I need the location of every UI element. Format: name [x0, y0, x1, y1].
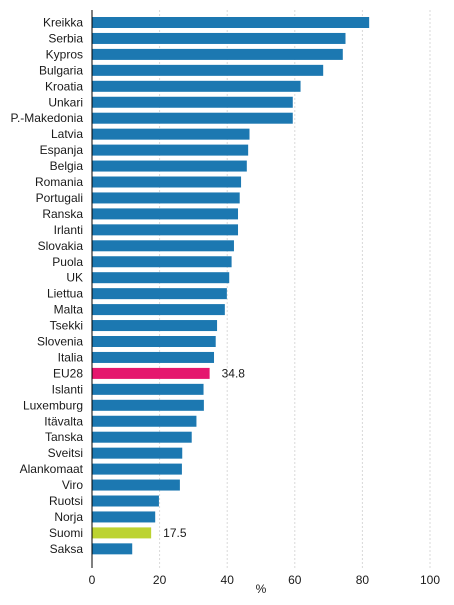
category-label: Sveitsi	[48, 446, 83, 460]
category-label: Malta	[54, 303, 84, 317]
category-label: Norja	[54, 510, 83, 524]
category-label: Portugali	[36, 191, 83, 205]
category-label: Belgia	[50, 159, 84, 173]
bar-unkari	[92, 96, 293, 108]
category-label: Alankomaat	[20, 462, 84, 476]
bar-irlanti	[92, 224, 239, 236]
bar-alankomaat	[92, 463, 182, 475]
category-label: Bulgaria	[39, 63, 83, 77]
data-label: 34.8	[222, 366, 246, 380]
category-label: Viro	[62, 478, 83, 492]
bar-kypros	[92, 48, 343, 60]
category-label: EU28	[53, 366, 83, 380]
category-label: Puola	[52, 255, 83, 269]
bar-norja	[92, 511, 156, 523]
category-label: Tsekki	[50, 319, 83, 333]
category-label: Islanti	[52, 382, 83, 396]
x-tick-label: 20	[153, 573, 167, 587]
bar-ranska	[92, 208, 239, 220]
category-label: Liettua	[47, 287, 83, 301]
bar-sveitsi	[92, 447, 183, 459]
bar-p-makedonia	[92, 112, 293, 124]
category-label: Kroatia	[45, 79, 83, 93]
bar-slovakia	[92, 240, 234, 252]
bar-italia	[92, 351, 215, 363]
category-label: Itävalta	[44, 414, 83, 428]
category-label: Serbia	[48, 31, 83, 45]
bar-it-valta	[92, 415, 197, 427]
bar-kroatia	[92, 80, 301, 92]
category-label: Romania	[35, 175, 83, 189]
category-label: Kreikka	[43, 16, 83, 30]
x-tick-label: 100	[420, 573, 440, 587]
bar-tsekki	[92, 320, 218, 332]
bar-eu28	[92, 367, 210, 379]
category-label: P.-Makedonia	[11, 111, 84, 125]
data-labels: 34.8 17.5	[163, 366, 245, 540]
bar-saksa	[92, 543, 133, 555]
data-label: 17.5	[163, 526, 187, 540]
bar-tanska	[92, 431, 192, 443]
category-label: Ruotsi	[49, 494, 83, 508]
bar-slovenia	[92, 336, 216, 347]
bar-viro	[92, 479, 180, 491]
category-label: Ranska	[42, 207, 83, 221]
category-label: Luxemburg	[23, 398, 83, 412]
bar-uk	[92, 272, 230, 284]
category-label: Espanja	[40, 143, 84, 157]
category-label: Latvia	[51, 127, 83, 141]
x-tick-label: 80	[356, 573, 370, 587]
bar-belgia	[92, 160, 247, 172]
bar-liettua	[92, 288, 227, 300]
category-label: Italia	[58, 350, 84, 364]
bar-portugali	[92, 192, 240, 204]
bar-espanja	[92, 144, 249, 156]
category-label: Tanska	[45, 430, 83, 444]
category-label: Saksa	[50, 542, 84, 556]
bar-malta	[92, 304, 225, 316]
x-tick-label: 60	[288, 573, 302, 587]
bars	[92, 17, 370, 555]
category-label: Kypros	[46, 47, 83, 61]
bar-romania	[92, 176, 242, 188]
bar-islanti	[92, 383, 204, 395]
category-label: Unkari	[48, 95, 83, 109]
category-label: Suomi	[49, 526, 83, 540]
bar-latvia	[92, 128, 250, 140]
bar-puola	[92, 256, 232, 268]
bar-serbia	[92, 32, 346, 44]
x-axis-title: %	[256, 582, 267, 596]
bar-bulgaria	[92, 64, 324, 76]
x-tick-label: 40	[221, 573, 235, 587]
category-label: Slovenia	[37, 335, 83, 349]
bar-ruotsi	[92, 495, 159, 507]
bar-luxemburg	[92, 399, 204, 411]
category-label: Irlanti	[54, 223, 83, 237]
x-tick-label: 0	[89, 573, 96, 587]
x-tick-labels: 0 20 40 60 80 100	[89, 573, 441, 587]
bar-suomi	[92, 527, 152, 539]
category-label: UK	[66, 271, 83, 285]
category-label: Slovakia	[38, 239, 84, 253]
bar-kreikka	[92, 17, 370, 28]
